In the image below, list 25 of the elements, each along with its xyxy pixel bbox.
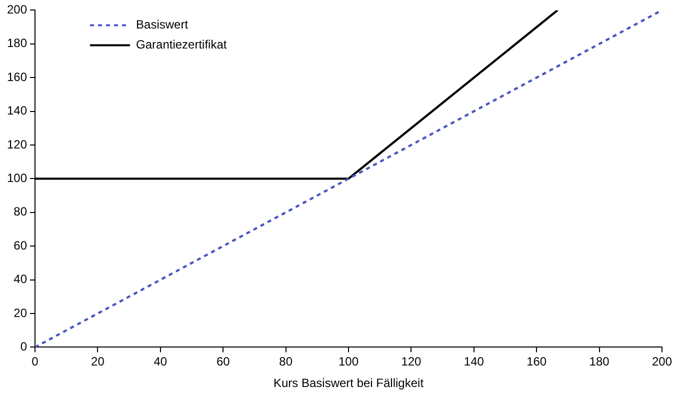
x-tick-label: 80 — [279, 354, 293, 369]
x-tick-label: 160 — [526, 354, 547, 369]
x-tick-label: 60 — [216, 354, 230, 369]
y-tick-label: 140 — [6, 104, 28, 118]
y-tick-label: 80 — [14, 204, 28, 219]
y-tick-label: 180 — [6, 36, 28, 50]
y-tick-label: 0 — [20, 340, 28, 354]
y-tick-label: 100 — [6, 171, 28, 186]
y-tick-label: 160 — [6, 70, 28, 84]
y-tick-label: 40 — [14, 272, 28, 286]
y-tick-label: 60 — [14, 238, 28, 252]
y-tick-label: 120 — [6, 137, 28, 152]
x-tick-label: 180 — [589, 354, 610, 369]
legend-label: Basiswert — [136, 18, 189, 32]
x-tick-label: 200 — [652, 354, 672, 369]
x-tick-label: 140 — [464, 354, 484, 369]
x-axis-title: Kurs Basiswert bei Fälligkeit — [273, 376, 424, 390]
x-tick-label: 40 — [154, 354, 168, 369]
x-tick-label: 120 — [401, 354, 422, 369]
x-tick-label: 0 — [32, 354, 39, 369]
y-tick-label: 200 — [6, 2, 28, 17]
y-tick-label: 20 — [14, 306, 28, 320]
x-tick-label: 100 — [338, 354, 359, 369]
x-tick-label: 20 — [91, 354, 105, 369]
legend-label: Garantiezertifikat — [136, 38, 228, 52]
